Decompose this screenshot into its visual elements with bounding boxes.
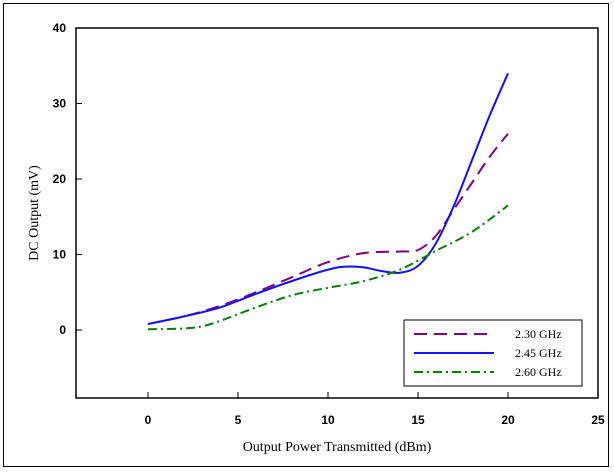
x-tick-label: 15 [411, 413, 425, 427]
y-axis-title: DC Output (mV) [27, 165, 42, 261]
legend-label-2-30-ghz: 2.30 GHz [515, 327, 562, 341]
x-tick-label: 0 [145, 413, 152, 427]
x-tick-label: 10 [321, 413, 335, 427]
ticks: 0 5 10 15 20 25 0 10 20 30 40 [53, 21, 605, 427]
x-tick-label: 20 [501, 413, 515, 427]
x-tick-label: 5 [235, 413, 242, 427]
y-tick-label: 30 [53, 97, 67, 111]
series-lines [147, 72, 509, 331]
x-axis-title: Output Power Transmitted (dBm) [243, 440, 432, 455]
y-tick-label: 0 [59, 323, 66, 337]
series-line-2-30-ghz [147, 133, 509, 325]
series-line-2-45-ghz [147, 72, 509, 325]
legend-label-2-60-ghz: 2.60 GHz [515, 365, 562, 379]
plot-area [75, 27, 599, 399]
legend: 2.30 GHz 2.45 GHz 2.60 GHz [403, 319, 583, 387]
series-line-2-60-ghz [147, 204, 509, 331]
x-tick-label: 25 [591, 413, 605, 427]
y-tick-label: 20 [53, 172, 67, 186]
legend-label-2-45-ghz: 2.45 GHz [515, 346, 562, 360]
y-tick-label: 10 [53, 248, 67, 262]
chart-frame [3, 3, 609, 467]
y-tick-label: 40 [53, 21, 67, 35]
